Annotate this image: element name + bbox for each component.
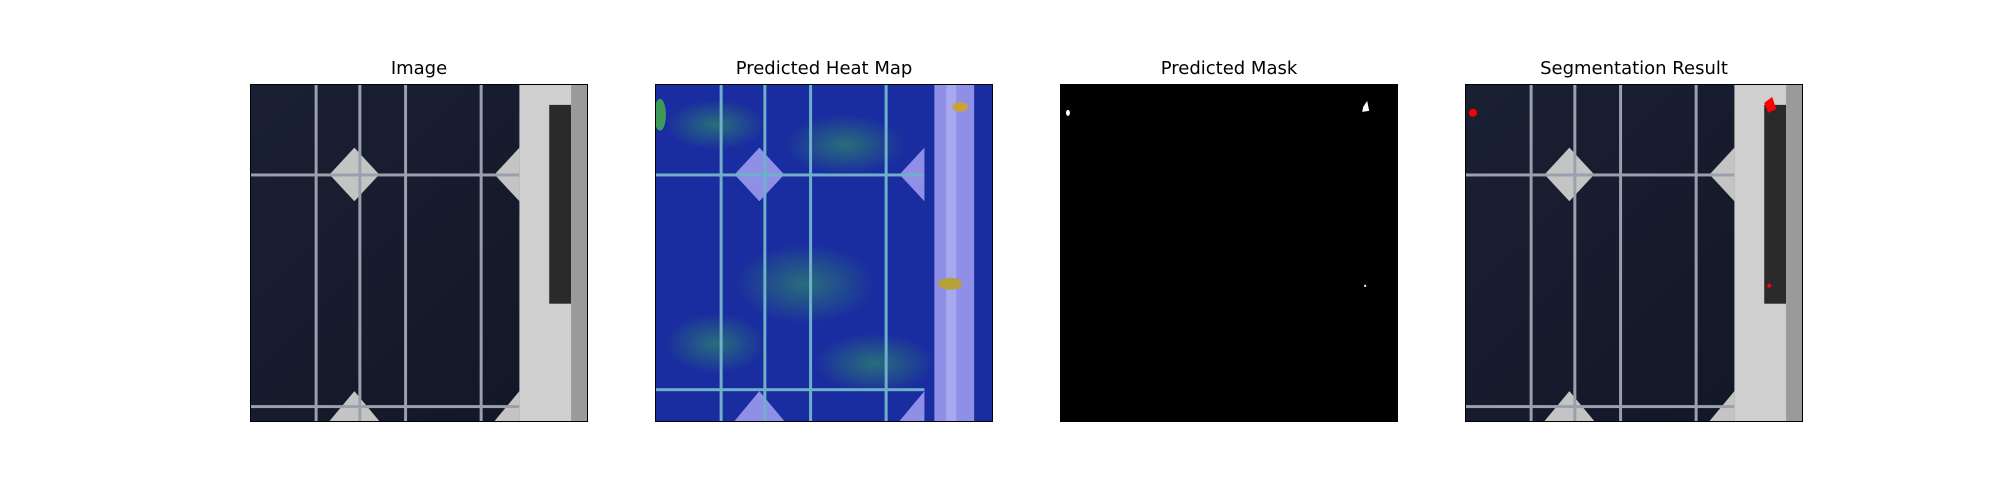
heat-map-image <box>655 84 993 422</box>
panel-title: Segmentation Result <box>1540 58 1728 79</box>
panel-title: Image <box>390 58 448 79</box>
segmentation-result-image <box>1465 84 1803 422</box>
panel-title: Predicted Mask <box>1160 58 1298 79</box>
predicted-mask-image <box>1060 84 1398 422</box>
panel-title: Predicted Heat Map <box>735 58 913 79</box>
solar-cell-photo <box>250 84 588 422</box>
